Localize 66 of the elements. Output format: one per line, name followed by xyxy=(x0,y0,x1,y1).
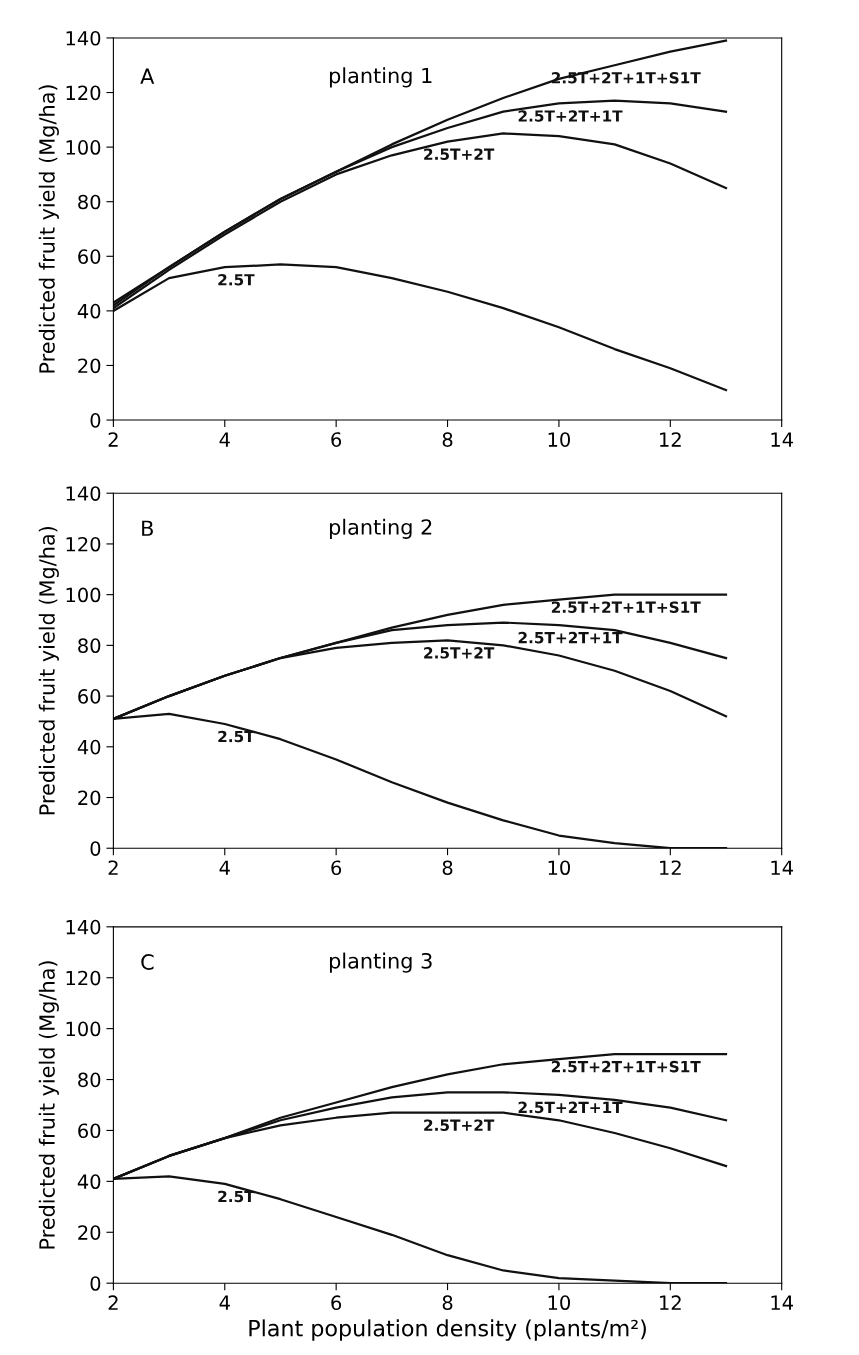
y-tick-label: 0 xyxy=(90,413,101,428)
y-tick-label: 120 xyxy=(66,536,101,552)
y-tick-label: 0 xyxy=(90,1276,101,1291)
x-tick-label: 2 xyxy=(108,860,118,875)
x-tick-label: 14 xyxy=(771,432,793,447)
x-tick-label: 12 xyxy=(660,860,681,875)
x-axis-title: Plant population density (plants/m²) xyxy=(249,1319,646,1341)
y-tick-label: 80 xyxy=(78,194,101,210)
annotation: A xyxy=(140,68,155,84)
series-label: 2.5T+2T xyxy=(424,647,495,659)
y-tick-label: 20 xyxy=(78,358,101,374)
series-label: 2.5T+2T+1T xyxy=(518,631,623,644)
y-axis-title: Predicted fruit yield (Mg/ha) xyxy=(38,85,59,373)
y-tick-label: 0 xyxy=(90,841,101,856)
y-tick-label: 40 xyxy=(77,1174,101,1190)
y-tick-label: 20 xyxy=(78,790,101,806)
y-tick-label: 60 xyxy=(78,249,101,264)
text: planting 2 xyxy=(329,518,432,539)
series-label: 2.5T xyxy=(218,1190,255,1203)
y-tick-label: 120 xyxy=(66,85,101,101)
x-tick-label: 2 xyxy=(108,1295,118,1310)
y-tick-label: 80 xyxy=(78,1072,101,1088)
text: planting 1 xyxy=(329,67,432,88)
x-tick-label: 4 xyxy=(219,1295,230,1310)
x-tick-label: 14 xyxy=(771,860,793,875)
x-tick-label: 14 xyxy=(771,1295,793,1310)
y-tick-label: 100 xyxy=(66,587,101,603)
y-tick-label: 120 xyxy=(66,970,101,986)
y-tick-label: 80 xyxy=(78,638,101,654)
y-tick-label: 140 xyxy=(66,30,101,46)
y-axis-title: Predicted fruit yield (Mg/ha) xyxy=(38,526,59,815)
x-tick-label: 12 xyxy=(660,432,681,447)
y-tick-label: 100 xyxy=(66,1021,101,1037)
series-label: 2.5T+2T+1T+S1T xyxy=(551,601,701,613)
x-tick-label: 4 xyxy=(219,860,230,875)
y-tick-label: 140 xyxy=(66,919,101,935)
series-label: 2.5T+2T xyxy=(424,1119,495,1131)
x-tick-label: 8 xyxy=(442,432,453,447)
y-tick-label: 60 xyxy=(78,1123,101,1139)
y-axis-title: Predicted fruit yield (Mg/ha) xyxy=(38,961,59,1249)
series-label: 2.5T+2T+1T xyxy=(518,1101,623,1114)
series-label: 2.5T+2T+1T+S1T xyxy=(551,1060,701,1073)
x-tick-label: 4 xyxy=(219,432,230,447)
x-tick-label: 12 xyxy=(660,1295,681,1310)
series-label: 2.5T+2T+1T xyxy=(518,110,623,122)
annotation: B xyxy=(142,520,153,536)
x-tick-label: 8 xyxy=(442,1295,453,1311)
series-label: 2.5T+2T xyxy=(424,148,495,160)
text: planting 3 xyxy=(329,952,432,973)
y-tick-label: 140 xyxy=(66,486,101,501)
x-tick-label: 8 xyxy=(442,860,453,876)
y-tick-label: 100 xyxy=(66,140,101,155)
y-tick-label: 60 xyxy=(78,689,101,704)
x-tick-label: 10 xyxy=(548,1295,570,1311)
x-tick-label: 6 xyxy=(331,860,342,876)
x-tick-label: 10 xyxy=(548,860,570,876)
x-tick-label: 6 xyxy=(331,1295,342,1311)
x-tick-label: 2 xyxy=(108,432,118,447)
x-tick-label: 6 xyxy=(331,432,342,447)
series-label: 2.5T xyxy=(218,730,255,743)
annotation: C xyxy=(141,954,154,970)
series-label: 2.5T xyxy=(218,273,255,286)
y-tick-label: 40 xyxy=(77,303,101,319)
y-tick-label: 20 xyxy=(78,1225,101,1240)
y-tick-label: 40 xyxy=(77,739,101,755)
x-tick-label: 10 xyxy=(548,432,570,447)
